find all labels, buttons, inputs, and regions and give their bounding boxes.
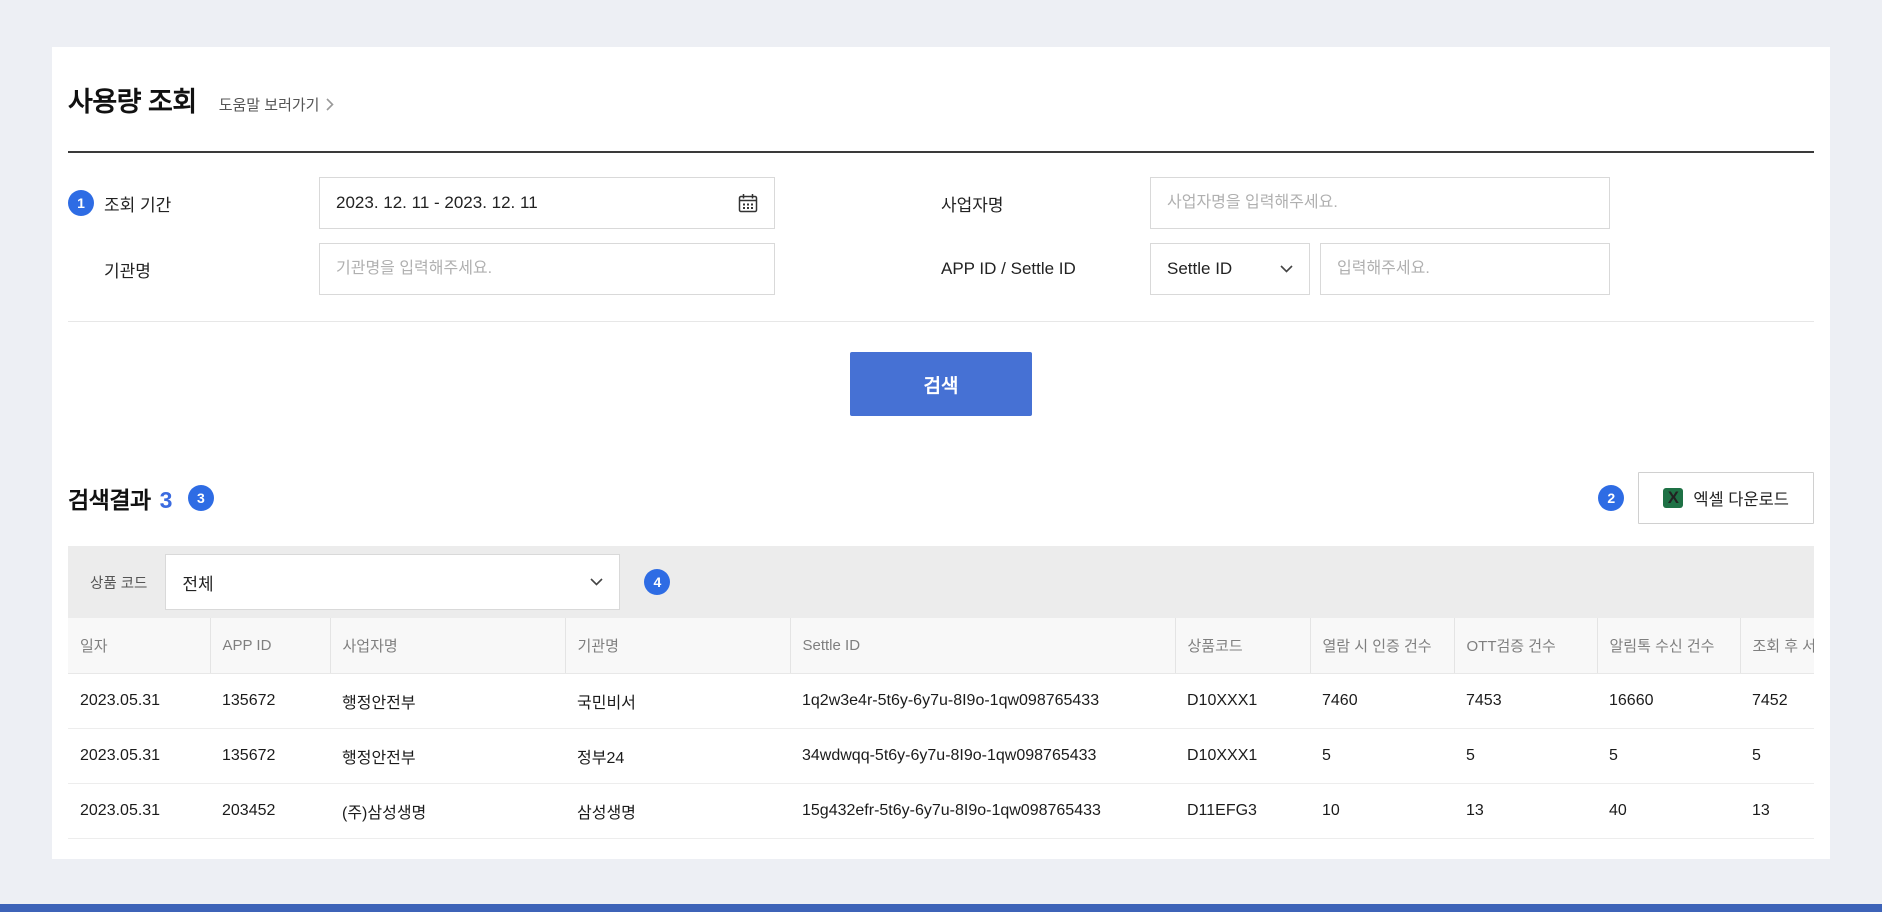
business-name-input[interactable] [1150,177,1610,229]
appid-settleid-label: APP ID / Settle ID [941,259,1076,278]
table-cell: 행정안전부 [330,728,565,784]
settle-id-select[interactable]: Settle ID [1150,243,1310,295]
table-cell: 2023.05.31 [68,783,210,839]
column-header: 사업자명 [330,618,566,674]
excel-download-button[interactable]: X 엑셀 다운로드 [1638,472,1814,524]
table-cell: 2023.05.31 [68,728,210,784]
form-row-org: 기관명 [68,243,941,295]
table-row: 2023.05.31 135672 행정안전부 국민비서 1q2w3e4r-5t6y-6… [68,673,1814,729]
org-name-input[interactable] [319,243,775,295]
table-cell: 정부24 [565,728,790,784]
annotation-badge-1: 1 [68,190,94,216]
column-header: Settle ID [790,618,1176,674]
table-cell: 1q2w3e4r-5t6y-6y7u-8I9o-1qw098765433 [790,673,1175,729]
form-row-period: 1 조회 기간 2023. 12. 11 - 2023. 12. 11 [68,177,941,229]
excel-download-label: 엑셀 다운로드 [1693,491,1789,509]
results-table-wrap: 일자 APP ID 사업자명 기관명 Settle ID 상품코드 열람 시 인증 건수 OT… [68,618,1814,839]
column-header: 열람 시 인증 건수 [1310,618,1455,674]
results-count: 3 [159,487,173,513]
table-cell: 7453 [1454,673,1597,729]
table-cell: 7460 [1310,673,1454,729]
table-cell: 203452 [210,783,330,839]
column-header: 일자 [68,618,211,674]
table-row: 2023.05.31 203452 (주)삼성생명 삼성생명 15g432efr-5t6… [68,783,1814,839]
table-cell: 135672 [210,673,330,729]
form-row-appid: APP ID / Settle ID Settle ID [941,243,1814,295]
bottom-blue-bar [0,904,1882,912]
period-label: 조회 기간 [104,195,172,215]
help-link[interactable]: 도움말 보러가기 [219,94,335,115]
search-button[interactable]: 검색 [850,352,1032,416]
table-cell: 15g432efr-5t6y-6y7u-8I9o-1qw098765433 [790,783,1175,839]
table-cell: D11EFG3 [1175,783,1310,839]
table-cell: 5 [1310,728,1454,784]
table-cell: 13 [1454,783,1597,839]
product-code-selected-value: 전체 [182,574,214,594]
table-cell: D10XXX1 [1175,673,1310,729]
results-title-text: 검색결과 [68,487,151,513]
usage-inquiry-card: 사용량 조회 도움말 보러가기 1 조회 기간 2023. 12. 11 - 2… [52,47,1830,859]
column-header: 알림톡 수신 건수 [1597,618,1741,674]
chevron-down-icon [590,578,603,586]
help-link-label: 도움말 보러가기 [218,97,320,114]
results-header: 검색결과 3 3 2 X 엑셀 다운로드 [68,472,1814,524]
search-form: 1 조회 기간 2023. 12. 11 - 2023. 12. 11 [68,151,1814,322]
chevron-right-icon [326,98,335,111]
table-cell: 행정안전부 [330,673,565,729]
appid-settleid-input[interactable] [1320,243,1610,295]
table-cell: 40 [1597,783,1740,839]
business-name-label: 사업자명 [941,195,1004,215]
product-code-filter-bar: 상품 코드 전체 4 [68,546,1814,618]
table-cell: 5 [1597,728,1740,784]
table-cell: 5 [1454,728,1597,784]
calendar-icon[interactable] [738,193,758,213]
column-header: 상품코드 [1175,618,1311,674]
date-range-value: 2023. 12. 11 - 2023. 12. 11 [336,193,538,212]
table-cell: 10 [1310,783,1454,839]
results-title: 검색결과 3 [68,481,172,515]
table-cell: 삼성생명 [565,783,790,839]
excel-icon: X [1663,488,1684,508]
table-row: 2023.05.31 135672 행정안전부 정부24 34wdwqq-5t6y-6y… [68,728,1814,784]
table-cell: 국민비서 [565,673,790,729]
settle-id-selected-value: Settle ID [1167,259,1233,278]
column-header: OTT검증 건수 [1454,618,1598,674]
table-cell: D10XXX1 [1175,728,1310,784]
table-cell: 7452 [1740,673,1814,729]
table-cell: 2023.05.31 [68,673,210,729]
table-cell: 13 [1740,783,1814,839]
results-table: 일자 APP ID 사업자명 기관명 Settle ID 상품코드 열람 시 인증 건수 OT… [68,618,1814,839]
table-cell: 135672 [210,728,330,784]
table-cell: 16660 [1597,673,1740,729]
table-cell: 5 [1740,728,1814,784]
chevron-down-icon [1280,265,1293,273]
annotation-badge-3: 3 [187,485,214,511]
product-code-select[interactable]: 전체 [165,554,621,610]
annotation-badge-4: 4 [644,569,671,595]
date-range-input[interactable]: 2023. 12. 11 - 2023. 12. 11 [319,177,775,229]
annotation-badge-2: 2 [1598,485,1625,511]
form-row-business: 사업자명 [941,177,1814,229]
column-header: 조회 후 서 [1740,618,1814,674]
page-header: 사용량 조회 도움말 보러가기 [68,47,1814,119]
column-header: APP ID [210,618,331,674]
table-cell: 34wdwqq-5t6y-6y7u-8I9o-1qw098765433 [790,728,1175,784]
table-cell: (주)삼성생명 [330,783,565,839]
column-header: 기관명 [565,618,791,674]
product-code-label: 상품 코드 [90,575,148,592]
page-title: 사용량 조회 [68,87,197,117]
org-name-label: 기관명 [104,261,151,281]
